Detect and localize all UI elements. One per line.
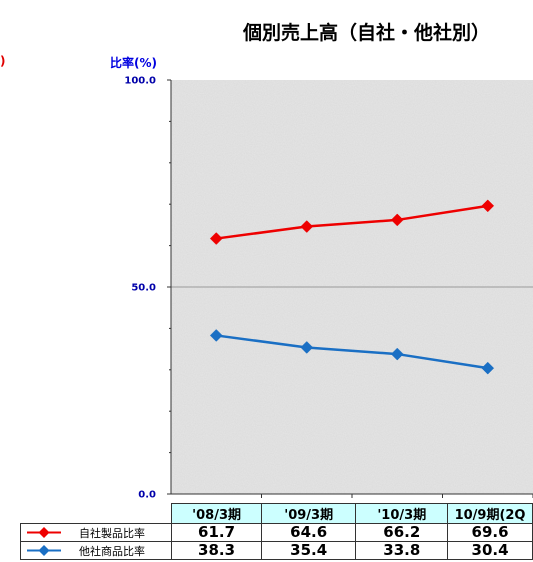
data-table-row: 自社製品比率 61.7 64.6 66.2 69.6 (20, 523, 533, 542)
chart-title: 個別売上高（自社・他社別） (242, 22, 490, 44)
data-table: '08/3期 '09/3期 '10/3期 10/9期(2Q 自社製品比率 61.… (20, 503, 533, 560)
series-name: 他社商品比率 (76, 541, 173, 560)
y-axis-title: 比率(%) (110, 56, 157, 70)
data-point (300, 220, 314, 233)
data-point (481, 199, 495, 213)
category-header: '10/3期 (355, 503, 449, 524)
data-table-header-row: '08/3期 '09/3期 '10/3期 10/9期(2Q (21, 503, 533, 524)
data-point (390, 347, 404, 361)
data-value: 35.4 (260, 541, 357, 560)
category-header: '09/3期 (260, 503, 357, 524)
data-point (390, 213, 404, 227)
blank-cell (76, 504, 172, 524)
y-tick-label: 0.0 (138, 490, 156, 501)
data-point (209, 232, 223, 245)
data-value: 33.8 (355, 541, 449, 560)
data-value: 30.4 (447, 541, 533, 560)
data-point (209, 329, 223, 342)
category-header: '08/3期 (171, 503, 262, 524)
y-tick-label: 100.0 (124, 76, 156, 87)
series-line (216, 334, 488, 370)
data-value: 38.3 (171, 541, 262, 560)
data-value: 64.6 (260, 523, 357, 542)
data-table-row: 他社商品比率 38.3 35.4 33.8 30.4 (20, 541, 533, 560)
legend-marker-other-products (20, 541, 76, 560)
blank-cell (21, 504, 77, 524)
series-line (216, 204, 488, 240)
axis-layer: 0.0 50.0 100.0 (124, 76, 533, 501)
legend-marker-own-products (20, 523, 76, 542)
category-header: 10/9期(2Q (447, 503, 533, 524)
data-value: 66.2 (355, 523, 449, 542)
cropped-axis-label-fragment: ) (0, 54, 6, 68)
data-point (300, 341, 314, 354)
data-value: 61.7 (171, 523, 262, 542)
data-point (481, 361, 495, 375)
series-layer (209, 199, 495, 375)
y-tick-label: 50.0 (131, 283, 156, 294)
data-value: 69.6 (447, 523, 533, 542)
series-name: 自社製品比率 (76, 523, 173, 542)
